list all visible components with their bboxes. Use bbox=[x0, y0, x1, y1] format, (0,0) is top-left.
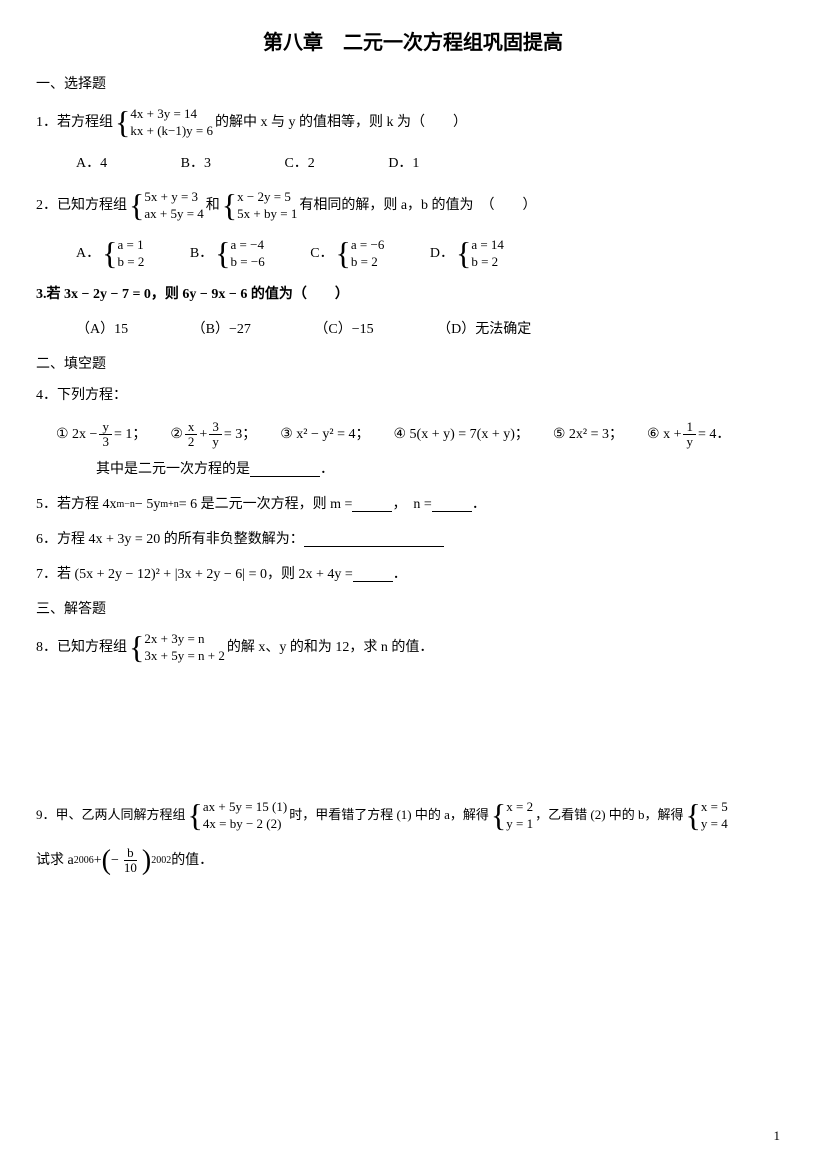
q9-pre: 9．甲、乙两人同解方程组 bbox=[36, 805, 186, 825]
q4-eq2: ② x2 + 3y = 3； bbox=[170, 420, 256, 449]
problem-4-eqs: ① 2x − y3 = 1； ② x2 + 3y = 3； ③ x² − y² … bbox=[56, 420, 790, 449]
q2-s2b: 5x + by = 1 bbox=[237, 205, 297, 222]
problem-9-tail: 试求 a2006 + ( − b10 )2002 的值． bbox=[36, 846, 790, 875]
q1-system: { 4x + 3y = 14 kx + (k−1)y = 6 bbox=[115, 105, 213, 139]
problem-8: 8．已知方程组 { 2x + 3y = n 3x + 5y = n + 2 的解… bbox=[36, 630, 790, 664]
q6-text: 6．方程 4x + 3y = 20 的所有非负整数解为： bbox=[36, 529, 304, 550]
q4-tail: 其中是二元一次方程的是 bbox=[96, 459, 250, 480]
q5-blank-m bbox=[352, 497, 392, 512]
page-title: 第八章 二元一次方程组巩固提高 bbox=[36, 28, 790, 58]
q7-blank bbox=[353, 567, 393, 582]
q4-eq5: ⑤ 2x² = 3； bbox=[553, 424, 623, 445]
q2-post: 有相同的解，则 a，b 的值为 （ ） bbox=[299, 195, 536, 216]
q2-s2a: x − 2y = 5 bbox=[237, 188, 297, 205]
q2-s1a: 5x + y = 3 bbox=[144, 188, 203, 205]
q2-opt-c: C． { a = −6b = 2 bbox=[310, 236, 386, 270]
q1-opt-a: A．4 bbox=[76, 153, 107, 174]
q1-opt-d: D．1 bbox=[388, 153, 419, 174]
q2-sys2: { x − 2y = 5 5x + by = 1 bbox=[222, 188, 298, 222]
problem-4-head: 4．下列方程： bbox=[36, 385, 790, 406]
q1-eq2: kx + (k−1)y = 6 bbox=[130, 122, 213, 139]
q9-sys: { ax + 5y = 15 (1) 4x = by − 2 (2) bbox=[188, 798, 288, 832]
section-1-heading: 一、选择题 bbox=[36, 74, 790, 95]
q2-opt-d: D． { a = 14b = 2 bbox=[430, 236, 506, 270]
q3-text: 3.若 3x − 2y − 7 = 0，则 6y − 9x − 6 的值为（ ） bbox=[36, 284, 349, 305]
q3-opt-c: （C）−15 bbox=[314, 319, 373, 340]
q6-blank bbox=[304, 532, 444, 547]
q2-sys1: { 5x + y = 3 ax + 5y = 4 bbox=[129, 188, 204, 222]
q4-eq3: ③ x² − y² = 4； bbox=[280, 424, 369, 445]
q9-res2: { x = 5 y = 4 bbox=[686, 798, 728, 832]
problem-6: 6．方程 4x + 3y = 20 的所有非负整数解为： bbox=[36, 529, 790, 550]
q1-opt-b: B．3 bbox=[181, 153, 211, 174]
problem-5: 5．若方程 4xm−n − 5ym+n = 6 是二元一次方程，则 m = ， … bbox=[36, 494, 790, 515]
q3-opt-b: （B）−27 bbox=[192, 319, 251, 340]
q4-blank bbox=[250, 462, 320, 477]
q8-post: 的解 x、y 的和为 12，求 n 的值． bbox=[227, 637, 434, 658]
q4-eq4: ④ 5(x + y) = 7(x + y)； bbox=[393, 424, 528, 445]
q1-options: A．4 B．3 C．2 D．1 bbox=[76, 153, 790, 174]
q3-options: （A）15 （B）−27 （C）−15 （D）无法确定 bbox=[76, 319, 790, 340]
problem-2: 2．已知方程组 { 5x + y = 3 ax + 5y = 4 和 { x −… bbox=[36, 188, 790, 222]
q3-opt-a: （A）15 bbox=[76, 319, 128, 340]
q1-eq1: 4x + 3y = 14 bbox=[130, 105, 213, 122]
q2-opt-a: A． { a = 1b = 2 bbox=[76, 236, 146, 270]
q7-text: 7．若 (5x + 2y − 12)² + |3x + 2y − 6| = 0，… bbox=[36, 564, 353, 585]
section-3-heading: 三、解答题 bbox=[36, 599, 790, 620]
q9-mid2: ，乙看错 (2) 中的 b，解得 bbox=[535, 805, 683, 825]
q1-post: 的解中 x 与 y 的值相等，则 k 为（ ） bbox=[215, 112, 467, 133]
problem-9: 9．甲、乙两人同解方程组 { ax + 5y = 15 (1) 4x = by … bbox=[36, 798, 790, 832]
q9-mid1: 时，甲看错了方程 (1) 中的 a，解得 bbox=[289, 805, 489, 825]
q8-sys: { 2x + 3y = n 3x + 5y = n + 2 bbox=[129, 630, 225, 664]
problem-7: 7．若 (5x + 2y − 12)² + |3x + 2y − 6| = 0，… bbox=[36, 564, 790, 585]
q2-pre: 2．已知方程组 bbox=[36, 195, 127, 216]
q2-s1b: ax + 5y = 4 bbox=[144, 205, 203, 222]
section-2-heading: 二、填空题 bbox=[36, 354, 790, 375]
q9-res1: { x = 2 y = 1 bbox=[491, 798, 533, 832]
q2-opt-b: B． { a = −4b = −6 bbox=[190, 236, 267, 270]
q1-pre: 1．若方程组 bbox=[36, 112, 113, 133]
q2-mid: 和 bbox=[206, 195, 220, 216]
q4-eq6: ⑥ x + 1y = 4． bbox=[647, 420, 730, 449]
q5-blank-n bbox=[432, 497, 472, 512]
q3-opt-d: （D）无法确定 bbox=[437, 319, 531, 340]
q4-eq1: ① 2x − y3 = 1； bbox=[56, 420, 146, 449]
page-number: 1 bbox=[774, 1126, 781, 1146]
problem-3: 3.若 3x − 2y − 7 = 0，则 6y − 9x − 6 的值为（ ） bbox=[36, 284, 790, 305]
q2-options: A． { a = 1b = 2 B． { a = −4b = −6 C． { a… bbox=[76, 236, 790, 270]
q1-opt-c: C．2 bbox=[284, 153, 314, 174]
problem-1: 1．若方程组 { 4x + 3y = 14 kx + (k−1)y = 6 的解… bbox=[36, 105, 790, 139]
q8-pre: 8．已知方程组 bbox=[36, 637, 127, 658]
q4-head: 4．下列方程： bbox=[36, 385, 127, 406]
problem-4-tail: 其中是二元一次方程的是 ． bbox=[96, 459, 790, 480]
